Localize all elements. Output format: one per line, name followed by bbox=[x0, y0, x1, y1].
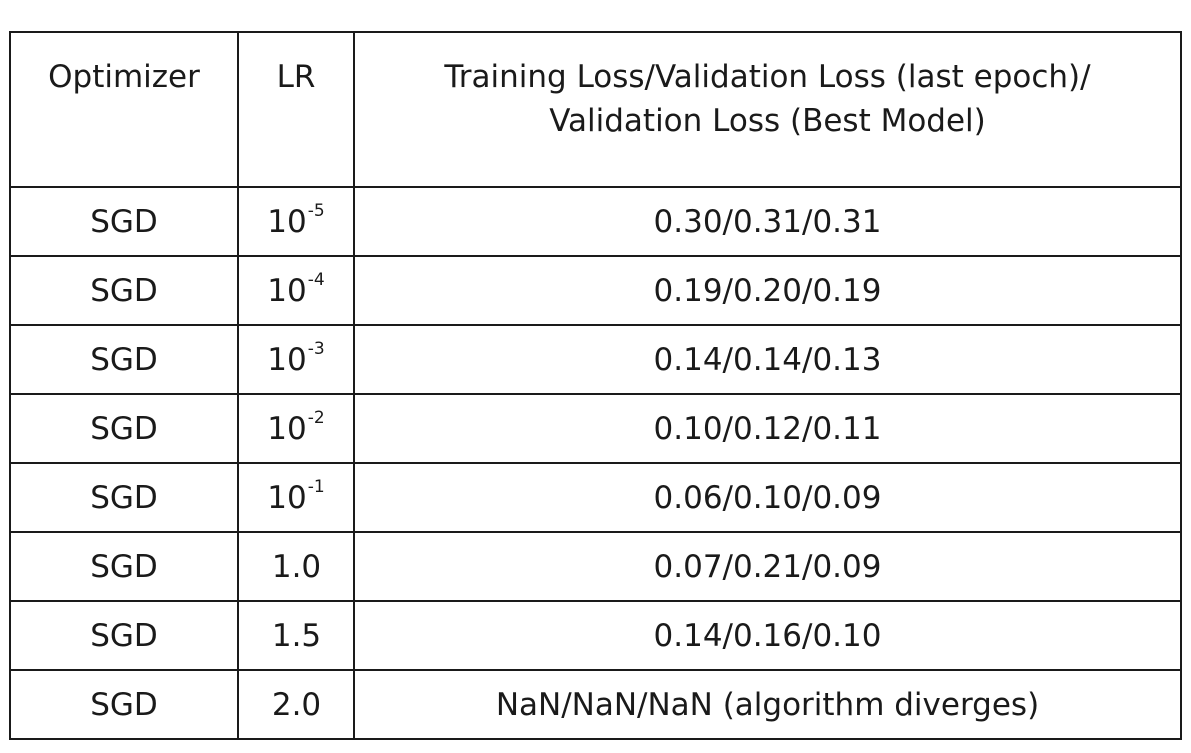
cell-optimizer: SGD bbox=[9, 462, 239, 533]
cell-optimizer: SGD bbox=[9, 669, 239, 740]
cell-lr: 10-4 bbox=[237, 255, 355, 326]
cell-loss: 0.30/0.31/0.31 bbox=[353, 186, 1182, 257]
cell-optimizer: SGD bbox=[9, 324, 239, 395]
cell-loss: NaN/NaN/NaN (algorithm diverges) bbox=[353, 669, 1182, 740]
table-row: SGD 10-5 0.30/0.31/0.31 bbox=[9, 186, 1182, 257]
table-row: SGD 2.0 NaN/NaN/NaN (algorithm diverges) bbox=[9, 669, 1182, 740]
cell-loss: 0.19/0.20/0.19 bbox=[353, 255, 1182, 326]
cell-loss: 0.07/0.21/0.09 bbox=[353, 531, 1182, 602]
cell-lr: 10-5 bbox=[237, 186, 355, 257]
header-optimizer: Optimizer bbox=[9, 31, 239, 188]
cell-loss: 0.14/0.14/0.13 bbox=[353, 324, 1182, 395]
table-row: SGD 10-3 0.14/0.14/0.13 bbox=[9, 324, 1182, 395]
cell-lr: 10-1 bbox=[237, 462, 355, 533]
results-table: Optimizer LR Training Loss/Validation Lo… bbox=[9, 31, 1182, 740]
lr-exponent: -5 bbox=[307, 201, 325, 222]
cell-lr: 2.0 bbox=[237, 669, 355, 740]
table-row: SGD 10-2 0.10/0.12/0.11 bbox=[9, 393, 1182, 464]
header-row: Optimizer LR Training Loss/Validation Lo… bbox=[9, 31, 1182, 188]
cell-optimizer: SGD bbox=[9, 255, 239, 326]
header-loss-line2: Validation Loss (Best Model) bbox=[549, 103, 986, 139]
header-lr: LR bbox=[237, 31, 355, 188]
lr-base: 10 bbox=[267, 341, 307, 378]
lr-value: 1.0 bbox=[271, 548, 322, 585]
cell-optimizer: SGD bbox=[9, 186, 239, 257]
lr-value: 2.0 bbox=[271, 686, 322, 723]
lr-base: 10 bbox=[267, 203, 307, 240]
cell-lr: 10-2 bbox=[237, 393, 355, 464]
cell-loss: 0.06/0.10/0.09 bbox=[353, 462, 1182, 533]
lr-exponent: -3 bbox=[307, 339, 325, 360]
cell-optimizer: SGD bbox=[9, 531, 239, 602]
table-row: SGD 1.0 0.07/0.21/0.09 bbox=[9, 531, 1182, 602]
cell-loss: 0.10/0.12/0.11 bbox=[353, 393, 1182, 464]
cell-optimizer: SGD bbox=[9, 600, 239, 671]
table-row: SGD 10-4 0.19/0.20/0.19 bbox=[9, 255, 1182, 326]
table-row: SGD 1.5 0.14/0.16/0.10 bbox=[9, 600, 1182, 671]
table-row: SGD 10-1 0.06/0.10/0.09 bbox=[9, 462, 1182, 533]
lr-exponent: -4 bbox=[307, 270, 325, 291]
table-body: SGD 10-5 0.30/0.31/0.31 SGD 10-4 0.19/0.… bbox=[9, 186, 1182, 740]
cell-loss: 0.14/0.16/0.10 bbox=[353, 600, 1182, 671]
lr-base: 10 bbox=[267, 479, 307, 516]
lr-value: 1.5 bbox=[271, 617, 322, 654]
cell-lr: 10-3 bbox=[237, 324, 355, 395]
lr-base: 10 bbox=[267, 272, 307, 309]
lr-exponent: -2 bbox=[307, 408, 325, 429]
lr-base: 10 bbox=[267, 410, 307, 447]
lr-exponent: -1 bbox=[307, 477, 325, 498]
cell-lr: 1.0 bbox=[237, 531, 355, 602]
cell-optimizer: SGD bbox=[9, 393, 239, 464]
header-loss: Training Loss/Validation Loss (last epoc… bbox=[353, 31, 1182, 188]
cell-lr: 1.5 bbox=[237, 600, 355, 671]
header-loss-line1: Training Loss/Validation Loss (last epoc… bbox=[444, 59, 1091, 95]
